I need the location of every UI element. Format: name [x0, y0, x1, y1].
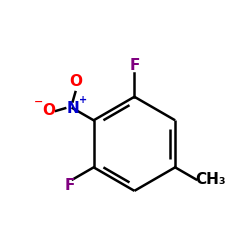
Text: −: − [34, 97, 43, 107]
Text: O: O [69, 74, 82, 89]
Text: F: F [129, 58, 140, 73]
Text: +: + [79, 94, 87, 104]
Text: N: N [66, 101, 79, 116]
Text: CH₃: CH₃ [196, 172, 226, 187]
Text: F: F [65, 178, 75, 193]
Text: O: O [42, 104, 55, 118]
